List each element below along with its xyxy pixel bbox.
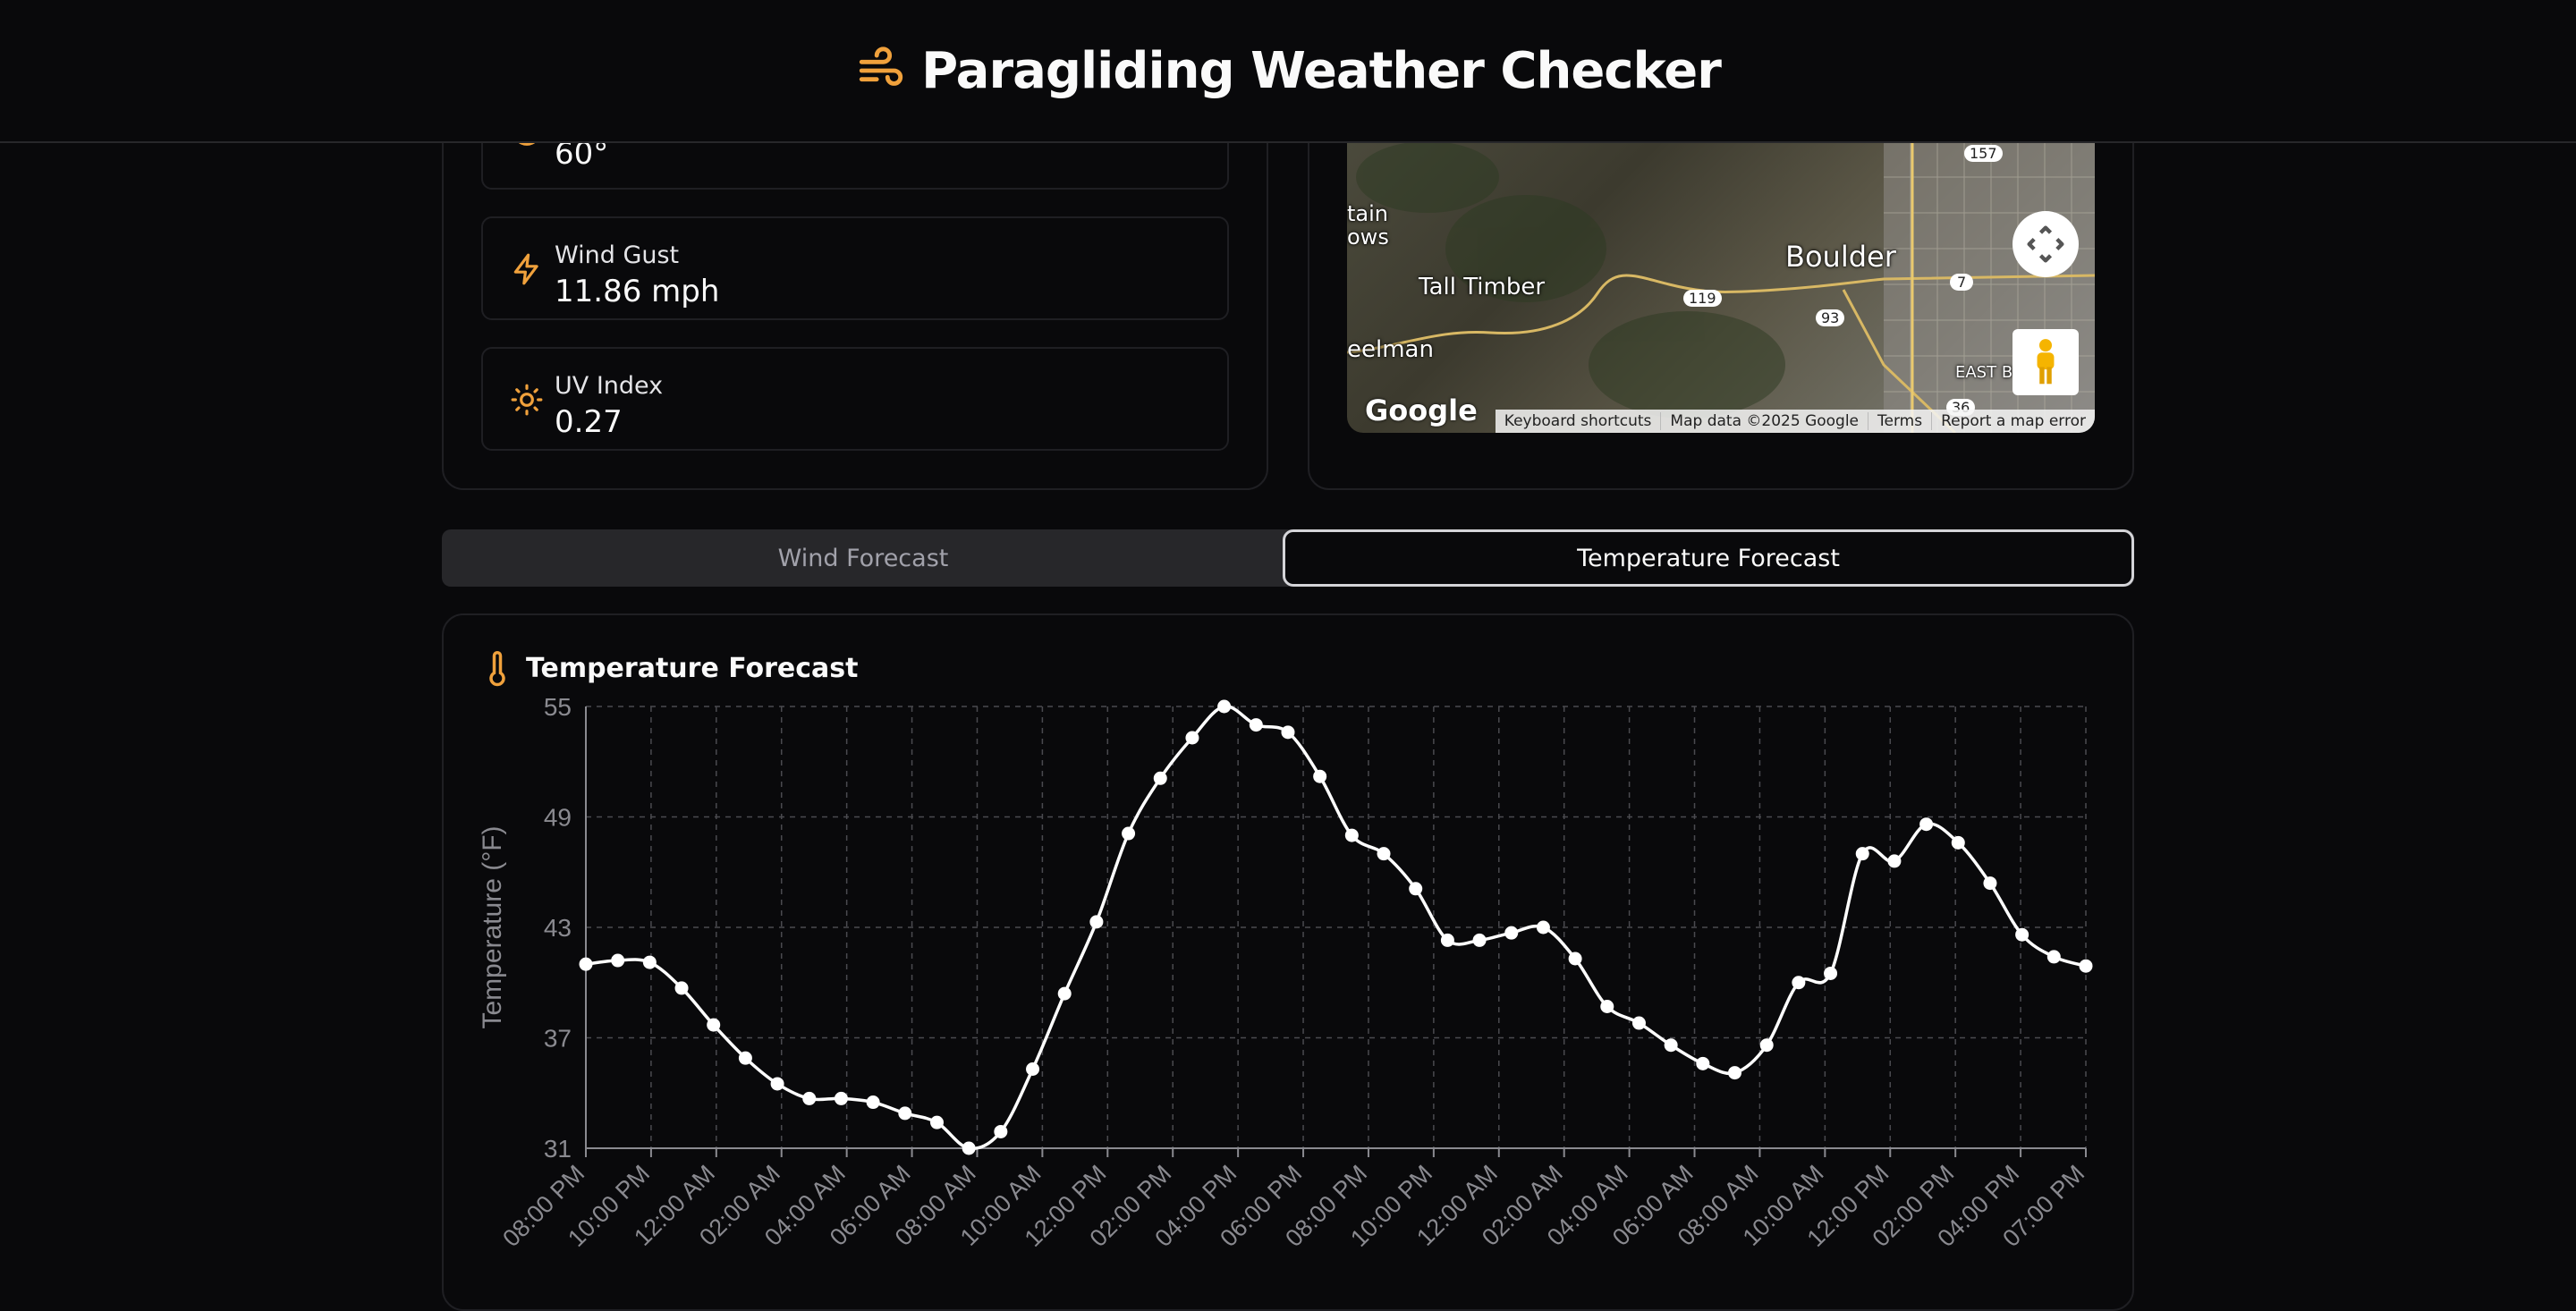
y-tick-label: 37 [544,1025,572,1053]
temperature-point [579,957,593,971]
pan-arrows-icon [2027,225,2064,263]
temperature-point [1536,920,1550,935]
route-shield-119: 119 [1683,290,1722,307]
temperature-point [1759,1038,1774,1053]
route-shield-157: 157 [1964,145,2003,162]
lightning-icon [513,253,538,285]
map-label-tall-timber: Tall Timber [1419,274,1546,300]
temperature-point [898,1106,912,1121]
stat-wind-gust-value: 11.86 mph [555,274,720,309]
temperature-point [1249,718,1263,732]
temperature-point [1377,847,1391,861]
street-view-pegman[interactable] [2012,329,2079,395]
tab-temperature-forecast[interactable]: Temperature Forecast [1283,529,2134,587]
map-pan-control[interactable] [2012,211,2079,277]
temperature-point [994,1124,1008,1138]
location-map[interactable]: tain ows Tall Timber eelman Boulder EAST… [1347,141,2095,433]
temperature-point [1313,769,1327,783]
temperature-point [1855,847,1869,861]
temperature-point [1504,926,1519,940]
report-map-error-link[interactable]: Report a map error [1931,412,2095,430]
map-label-boulder: Boulder [1785,240,1896,274]
temperature-point [642,955,657,969]
temperature-point [1600,1000,1614,1014]
map-label-mountain-meadows: tain ows [1347,201,1389,250]
temperature-point [866,1095,880,1110]
app-header: Paragliding Weather Checker [0,0,2576,143]
temperature-point [1089,915,1104,929]
pegman-icon [2037,339,2055,385]
temperature-point [1344,828,1359,842]
temperature-point [611,953,625,968]
sun-icon [511,384,543,416]
temperature-point [929,1115,944,1129]
temperature-point [1153,771,1167,785]
chart-title: Temperature Forecast [526,653,859,684]
temperature-point [962,1141,976,1155]
temperature-point [1440,933,1454,947]
map-data-text: Map data ©2025 Google [1660,412,1868,430]
temperature-point [1951,835,1965,850]
y-axis-label: Temperature (°F) [478,825,507,1028]
y-tick-label: 43 [544,914,572,942]
temperature-point [1409,882,1423,896]
temperature-point [1631,1016,1646,1030]
y-tick-label: 55 [544,693,572,721]
stat-wind-gust: Wind Gust 11.86 mph [481,216,1229,320]
temperature-point [1728,1066,1742,1080]
forecast-tabs: Wind Forecast Temperature Forecast [442,529,2134,587]
terms-link[interactable]: Terms [1868,412,1931,430]
temperature-point [1122,826,1136,841]
route-shield-7: 7 [1950,274,1974,291]
temperature-point [1887,854,1902,868]
temperature-point [1792,976,1806,990]
temperature-series-line [585,705,2087,1151]
app-title: Paragliding Weather Checker [921,41,1722,100]
temperature-point [674,981,689,995]
temperature-point [2015,927,2029,942]
temperature-point [738,1051,752,1065]
temperature-point [1281,725,1295,740]
google-logo: Google [1365,393,1478,427]
temperature-point [1919,817,1934,832]
keyboard-shortcuts-link[interactable]: Keyboard shortcuts [1504,412,1652,430]
stat-uv-index-value: 0.27 [555,404,623,440]
y-tick-label: 49 [544,804,572,832]
temperature-point [707,1018,721,1032]
stat-uv-index: UV Index 0.27 [481,347,1229,451]
temperature-point [1824,966,1838,980]
map-attribution: Keyboard shortcuts Map data ©2025 Google… [1495,410,2095,433]
route-shield-93: 93 [1816,309,1845,326]
tab-wind-forecast[interactable]: Wind Forecast [777,544,949,572]
map-label-wheelman: eelman [1347,336,1434,363]
temperature-point [1696,1056,1710,1070]
temperature-point [834,1091,848,1105]
temperature-point [1217,699,1232,714]
temperature-point [1983,876,1997,891]
temperature-point [1472,933,1487,947]
map-label-east-b: EAST B [1955,363,2013,382]
wind-icon [859,47,903,86]
thermometer-icon [489,651,505,687]
temperature-point [1185,731,1199,745]
temperature-point [1057,986,1072,1001]
stat-uv-index-label: UV Index [555,372,664,400]
temperature-point [1664,1038,1678,1053]
temperature-point [1026,1061,1040,1076]
temperature-point [1568,952,1582,966]
temperature-point [2046,950,2061,964]
temperature-point [770,1077,784,1091]
stat-wind-gust-label: Wind Gust [555,241,680,269]
y-tick-label: 31 [544,1135,572,1163]
temperature-point [802,1091,817,1105]
temperature-point [2079,959,2093,973]
